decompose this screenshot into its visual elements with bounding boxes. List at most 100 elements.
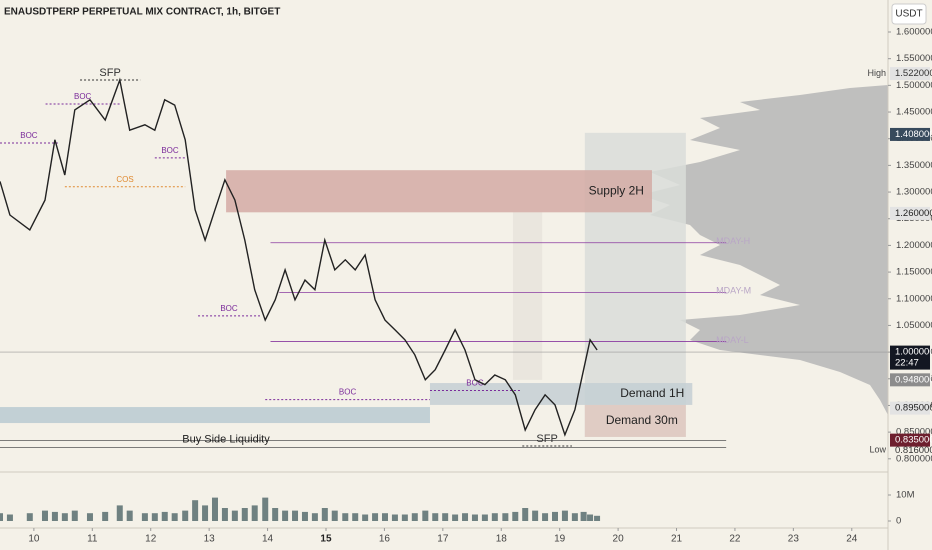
volume-bar <box>221 508 228 521</box>
volume-bar <box>571 513 578 521</box>
volume-bar <box>292 510 299 521</box>
volume-bar <box>126 510 133 521</box>
x-tick-label: 22 <box>729 534 741 545</box>
zone-label: Demand 30m <box>606 413 678 427</box>
annotation-label: BOC <box>220 304 238 313</box>
y-tick-label: 1.300000 <box>896 187 932 198</box>
x-tick-label: 19 <box>554 534 566 545</box>
x-tick-label: 11 <box>87 534 98 545</box>
volume-bar <box>512 511 519 521</box>
price-label-box <box>890 67 930 81</box>
annotation-label: BOC <box>74 92 92 101</box>
volume-bar <box>502 513 509 521</box>
volume-bar <box>561 510 568 521</box>
x-tick-label: 12 <box>145 534 157 545</box>
volume-bar <box>192 500 199 521</box>
volume-bar <box>0 513 3 521</box>
y-tick-label: 0.800000 <box>896 453 932 464</box>
volume-bar <box>352 513 359 521</box>
currency-button[interactable] <box>891 3 927 25</box>
price-label: 0.948000 <box>895 374 932 385</box>
y-tick-label: 1.550000 <box>896 53 932 64</box>
zone <box>226 170 652 213</box>
price-label: 1.522000 <box>895 68 932 79</box>
y-tick-label: 0.850000 <box>896 427 932 438</box>
volume-bar <box>171 513 178 521</box>
y-tick-label: 1.200000 <box>896 240 932 251</box>
level-label: MDAY-M <box>716 286 751 296</box>
volume-bar <box>491 513 498 521</box>
currency[interactable]: USDT <box>895 9 922 20</box>
volume-bar <box>51 511 58 521</box>
x-tick-label: 13 <box>204 534 216 545</box>
price-line <box>0 77 598 437</box>
price-label-box <box>890 373 930 387</box>
volume-bar <box>542 513 549 521</box>
y-tick-label: 1.600000 <box>896 27 932 38</box>
volume-bar <box>522 508 529 521</box>
price-label-box <box>890 345 930 370</box>
volume-bar <box>231 510 238 521</box>
volume-bar <box>202 505 209 521</box>
volume-bar <box>141 513 148 521</box>
price-label-tag: Low <box>869 445 886 455</box>
volume-bar <box>552 511 558 521</box>
annotation-label: COS <box>116 175 133 184</box>
annotation-label: BOC <box>466 379 484 388</box>
price-label: 1.000000 <box>895 347 932 358</box>
price-label-box <box>890 401 930 415</box>
price-label-tag: High <box>867 68 886 78</box>
x-tick-label: 18 <box>496 534 508 545</box>
volume-bar <box>321 508 328 521</box>
volume-bar <box>372 513 379 521</box>
volume-bar <box>41 510 48 521</box>
annotation-label: SFP <box>536 433 557 445</box>
x-tick-label: 20 <box>613 534 625 545</box>
volume-bar <box>71 510 78 521</box>
volume-bar <box>331 510 338 521</box>
volume-bar <box>580 511 587 521</box>
volume-bar <box>401 514 408 521</box>
volume-bar <box>452 514 459 521</box>
volume-bar <box>481 514 488 521</box>
volume-bar <box>442 513 449 521</box>
chart-title: ENAUSDTPERP PERPETUAL MIX CONTRACT, 1h, … <box>4 7 280 18</box>
volume-bar <box>26 513 33 521</box>
level-label: Buy Side Liquidity <box>182 434 270 446</box>
volume-bar <box>594 515 601 521</box>
price-label-box <box>890 433 930 447</box>
volume-bar <box>116 505 123 521</box>
volume-bar <box>532 510 539 521</box>
annotation-label: BOC <box>339 388 357 397</box>
volume-bar <box>211 497 218 521</box>
price-label: 1.260000 <box>895 208 932 219</box>
zone <box>429 383 693 405</box>
volume-bar <box>161 511 168 521</box>
x-tick-label: 24 <box>846 534 858 545</box>
zone <box>0 407 430 424</box>
y-tick-label: 1.450000 <box>896 107 932 118</box>
volume-bar <box>182 510 189 521</box>
volume-bar <box>311 513 318 521</box>
price-label-time: 22:47 <box>895 358 919 369</box>
x-tick-label: 15 <box>320 534 332 545</box>
zone-label: Supply 2H <box>589 183 644 197</box>
volume-bar <box>282 510 289 521</box>
x-tick-label: 21 <box>671 534 683 545</box>
y-tick-label: 1.150000 <box>896 267 932 278</box>
volume-profile <box>640 85 888 415</box>
volume-bar <box>262 497 269 521</box>
volume-bar <box>422 510 429 521</box>
price-label: 1.408000 <box>895 129 932 140</box>
price-label: 0.816000 <box>895 445 932 456</box>
volume-bar <box>362 514 369 521</box>
volume-bar <box>6 514 13 521</box>
volume-tick-label: 0 <box>896 516 901 527</box>
x-tick-label: 14 <box>262 534 274 545</box>
annotation-label: SFP <box>99 67 120 79</box>
price-label-box <box>890 206 930 220</box>
zone <box>584 404 686 437</box>
volume-bar <box>411 513 418 521</box>
volume-bar <box>301 511 308 521</box>
level-label: MDAY-L <box>716 335 749 345</box>
